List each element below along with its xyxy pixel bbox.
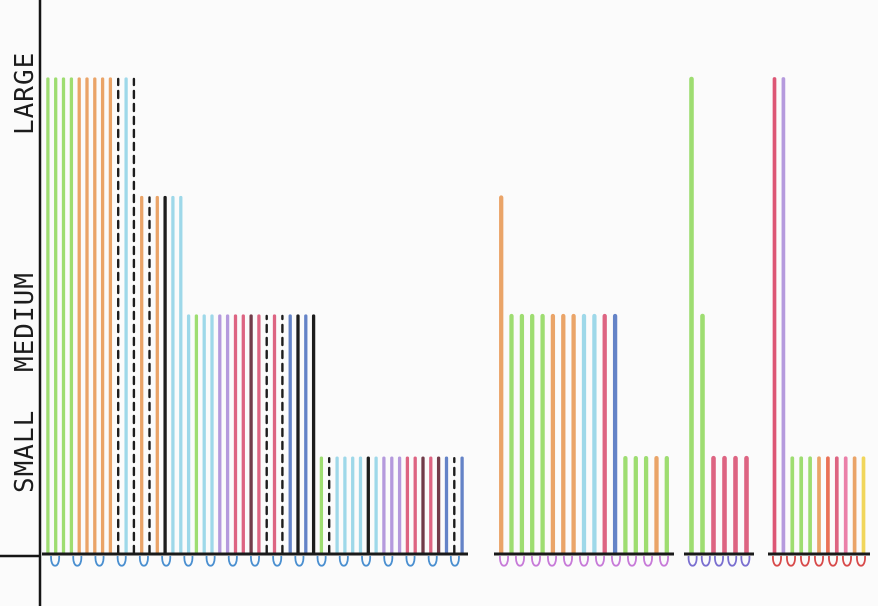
loops-group-1 [50, 555, 460, 567]
loops-group-4 [772, 555, 866, 567]
y-tick-label-large: LARGE [10, 52, 40, 135]
loops-group-3 [687, 555, 751, 567]
y-tick-label-small: SMALL [10, 410, 40, 493]
loops-group-2 [499, 555, 669, 567]
bars-layer [46, 76, 866, 556]
baselines-layer [42, 552, 870, 567]
y-tick-label-medium: MEDIUM [10, 272, 40, 372]
